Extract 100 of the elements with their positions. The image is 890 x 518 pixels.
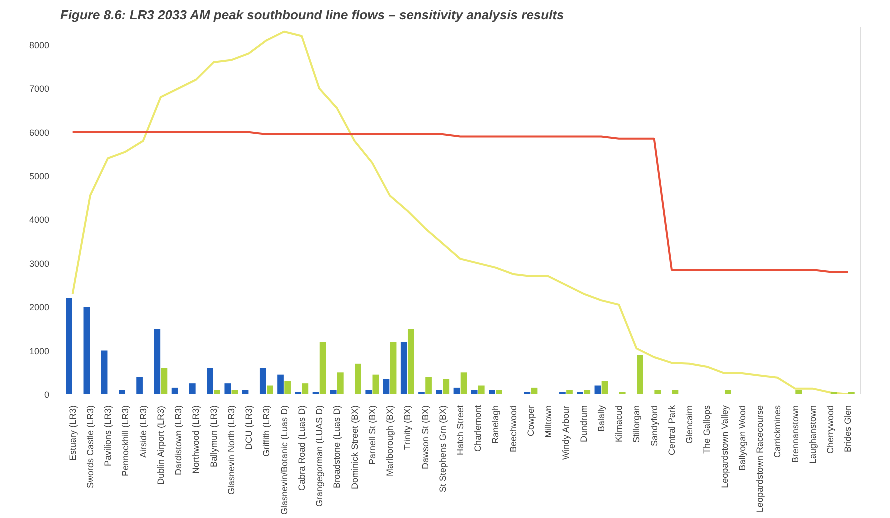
x-tick-label: Beechwood xyxy=(508,405,518,453)
bar xyxy=(302,384,309,394)
bar xyxy=(355,364,362,394)
bar xyxy=(725,390,732,394)
bar xyxy=(207,368,214,394)
bar xyxy=(594,386,602,394)
bar xyxy=(454,388,460,394)
x-tick-label: Swords Castle (LR3) xyxy=(85,405,96,489)
bar xyxy=(320,342,326,394)
bar xyxy=(267,386,274,394)
x-tick-label: Stillorgan xyxy=(632,405,642,444)
x-tick-label: Ballymun (LR3) xyxy=(208,405,219,468)
x-tick-label: Dawson St (BX) xyxy=(420,405,430,470)
x-tick-label: Brides Glen xyxy=(843,405,854,453)
x-tick-label: Pavilions (LR3) xyxy=(103,405,114,467)
bar xyxy=(383,379,390,394)
x-tick-label: Glasnevin North (LR3) xyxy=(226,405,236,496)
bar xyxy=(584,390,591,394)
x-tick-label: Dublin Airport (LR3) xyxy=(156,406,166,486)
x-tick-label: Dominick Street (BX) xyxy=(350,405,360,490)
x-tick-label: Brennanstown xyxy=(790,405,800,464)
x-tick-label: St Stephens Grn (BX) xyxy=(438,405,448,493)
bar xyxy=(84,307,90,394)
x-tick-label: The Gallops xyxy=(702,405,712,454)
y-tick-label: 0 xyxy=(44,390,50,400)
bar xyxy=(172,388,178,394)
x-tick-label: DCU (LR3) xyxy=(244,405,254,450)
bar xyxy=(531,388,538,394)
x-tick-label: Grangegorman (LUAS D) xyxy=(314,405,325,508)
y-tick-label: 6000 xyxy=(29,128,50,138)
x-tick-label: Laughanstown xyxy=(808,405,818,464)
bar xyxy=(330,390,337,394)
x-tick-label: Windy Arbour xyxy=(561,406,572,460)
y-tick-label: 2000 xyxy=(29,302,50,313)
bar xyxy=(496,390,502,394)
bar xyxy=(136,377,143,394)
bar xyxy=(232,390,238,394)
bar xyxy=(390,342,397,394)
x-tick-label: Carrickmines xyxy=(772,405,783,458)
x-tick-label: Hatch Street xyxy=(456,405,466,456)
bar xyxy=(602,381,608,394)
x-tick-label: Cherrywood xyxy=(826,405,836,454)
bar xyxy=(260,368,266,394)
x-tick-label: Balally xyxy=(596,405,606,432)
y-tick-label: 7000 xyxy=(29,84,50,94)
bar xyxy=(478,386,485,394)
bar xyxy=(372,374,380,394)
bar xyxy=(436,390,443,394)
bar xyxy=(338,372,344,394)
x-tick-label: Glasnevin/Botanic (Luas D) xyxy=(279,405,290,516)
bar xyxy=(566,390,573,394)
bar xyxy=(489,390,496,394)
bar xyxy=(278,374,284,394)
x-tick-label: Pennockhill (LR3) xyxy=(120,405,131,477)
bar xyxy=(189,384,196,394)
bar xyxy=(284,381,291,394)
x-tick-label: Charlemont xyxy=(473,405,484,452)
bar xyxy=(637,355,644,394)
line-series xyxy=(72,131,850,274)
bar xyxy=(242,390,249,394)
x-tick-label: Central Park xyxy=(666,405,677,456)
x-tick-label: Airside (LR3) xyxy=(138,405,148,458)
bar xyxy=(408,328,414,394)
x-tick-label: Kilmacud xyxy=(614,406,624,443)
y-tick-label: 8000 xyxy=(29,40,50,50)
x-tick-label: Leopardstown Valley xyxy=(720,405,730,488)
x-tick-label: Dundrum xyxy=(578,406,589,443)
x-tick-label: Marlborough (BX) xyxy=(385,405,396,477)
bar xyxy=(66,298,72,394)
x-tick-label: Ranelagh xyxy=(490,406,501,444)
bar xyxy=(119,390,126,394)
x-tick-label: Broadstone (Luas D) xyxy=(332,405,342,489)
chart-title: Figure 8.6: LR3 2033 AM peak southbound line flows – sensitivity analysis results xyxy=(60,8,564,22)
bar xyxy=(214,390,220,394)
bar xyxy=(101,350,108,394)
x-tick-label: Northwood (LR3) xyxy=(191,405,202,474)
y-tick-label: 3000 xyxy=(29,258,50,269)
bar xyxy=(672,390,679,394)
x-tick-label: Glencairn xyxy=(684,405,695,444)
bar xyxy=(443,379,450,394)
bar xyxy=(654,390,662,394)
y-tick-label: 5000 xyxy=(29,172,50,182)
x-tick-label: Estuary (LR3) xyxy=(68,405,78,462)
x-tick-label: Milltown xyxy=(544,405,554,438)
bar xyxy=(426,377,432,394)
y-tick-label: 1000 xyxy=(29,346,50,356)
x-tick-label: Parnell St (BX) xyxy=(367,405,378,466)
bar xyxy=(154,328,161,394)
x-tick-label: Leopardstown Racecourse xyxy=(755,405,766,513)
x-tick-label: Dardistown (LR3) xyxy=(174,405,184,476)
bar xyxy=(796,390,802,394)
x-tick-label: Cabra Road (Luas D) xyxy=(296,405,307,492)
bar xyxy=(400,342,408,394)
x-tick-label: Cowper xyxy=(526,405,536,437)
bar xyxy=(161,368,168,394)
line-series xyxy=(72,30,850,394)
x-tick-label: Ballyogan Wood xyxy=(737,405,748,471)
x-tick-label: Sandyford xyxy=(649,405,660,447)
bar xyxy=(471,390,478,394)
bar xyxy=(460,372,468,394)
